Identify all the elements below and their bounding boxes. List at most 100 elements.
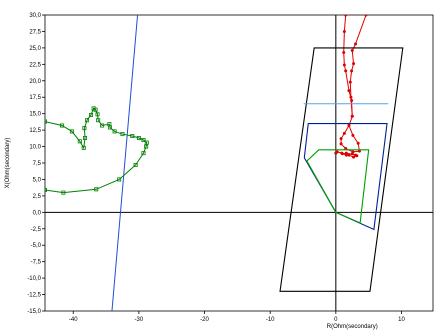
data-point — [348, 80, 352, 84]
x-tick-label: 10 — [398, 317, 405, 323]
series-line — [111, 15, 139, 311]
plot-frame — [44, 14, 434, 312]
y-tick-label: 7,5 — [33, 161, 42, 167]
data-point — [344, 15, 348, 17]
data-point — [82, 126, 87, 131]
data-point — [45, 187, 48, 192]
data-point — [342, 63, 346, 67]
y-tick-label: 10,0 — [29, 145, 41, 151]
x-tick-label: -20 — [200, 317, 209, 323]
y-tick-label: -15,0 — [27, 309, 41, 315]
data-point — [130, 134, 135, 139]
data-point — [133, 162, 138, 167]
data-point — [342, 131, 346, 135]
y-tick-label: 2,5 — [33, 194, 42, 200]
data-point — [60, 123, 65, 128]
series-4 — [334, 150, 359, 159]
x-tick-label: -30 — [135, 317, 144, 323]
data-point — [136, 136, 141, 141]
series-8 — [306, 149, 370, 224]
data-point — [107, 122, 112, 127]
x-axis-label: R(Ohm(secondary) — [327, 324, 378, 330]
data-point — [344, 147, 348, 151]
y-tick-label: -2,5 — [31, 227, 42, 233]
y-tick-label: 20,0 — [29, 79, 41, 85]
data-point — [120, 132, 125, 137]
data-point — [96, 118, 101, 123]
data-point — [344, 151, 348, 155]
y-tick-label: 15,0 — [29, 112, 41, 118]
data-point — [355, 154, 359, 158]
data-point — [91, 106, 96, 111]
y-tick-label: 22,5 — [29, 62, 41, 68]
y-tick-label: 27,5 — [29, 29, 41, 35]
x-tick-label: -10 — [266, 317, 275, 323]
data-point — [88, 112, 93, 117]
data-point — [357, 149, 361, 153]
series-0 — [111, 15, 139, 311]
data-point — [77, 139, 82, 144]
data-point — [350, 69, 354, 73]
y-tick-label: 12,5 — [29, 128, 41, 134]
data-point — [141, 137, 146, 142]
data-point — [83, 136, 88, 141]
data-point — [342, 50, 346, 54]
data-point — [69, 129, 74, 134]
data-point — [351, 133, 355, 137]
data-point — [144, 140, 149, 145]
y-tick-label: -12,5 — [27, 293, 41, 299]
data-point — [117, 177, 122, 182]
series-line — [303, 122, 388, 231]
y-tick-label: -10,0 — [27, 276, 41, 282]
data-point — [347, 124, 351, 128]
data-point — [344, 69, 348, 73]
data-point — [100, 123, 105, 128]
data-point — [350, 49, 354, 53]
y-tick-label: 17,5 — [29, 95, 41, 101]
data-point — [81, 145, 86, 150]
series-7 — [303, 122, 388, 231]
data-point — [94, 187, 99, 192]
y-tick-label: 30,0 — [29, 13, 41, 19]
data-point — [340, 152, 344, 156]
data-point — [45, 119, 48, 124]
series-line — [306, 149, 370, 224]
data-point — [141, 151, 146, 156]
data-point — [342, 29, 346, 33]
data-point — [350, 152, 354, 156]
data-point — [364, 15, 368, 17]
data-point — [352, 155, 356, 159]
y-tick-label: -5,0 — [31, 243, 42, 249]
data-point — [339, 142, 343, 146]
data-point — [112, 129, 117, 134]
series-line — [45, 107, 148, 194]
y-tick-label: 0,0 — [33, 210, 42, 216]
data-point — [349, 95, 353, 99]
series-5 — [279, 47, 404, 292]
tick-labels: 30,0 27,5 25,0 22,5 20,0 17,5 15,0 12,5 10,0 7,5 5… — [27, 13, 405, 323]
x-tick-label: 0 — [334, 317, 338, 323]
data-point — [61, 190, 66, 195]
y-tick-label: 5,0 — [33, 177, 42, 183]
data-point — [354, 42, 358, 46]
data-point — [95, 112, 100, 117]
x-tick-label: -40 — [69, 317, 78, 323]
data-point — [350, 114, 354, 118]
data-point — [356, 141, 360, 145]
data-point — [347, 89, 351, 93]
data-point — [144, 144, 149, 149]
data-point — [335, 150, 339, 154]
series-1 — [45, 106, 149, 195]
series-3 — [348, 15, 368, 118]
y-tick-label: 25,0 — [29, 46, 41, 52]
y-tick-label: -7,5 — [31, 260, 42, 266]
data-point — [347, 153, 351, 157]
data-point — [339, 137, 343, 141]
axes — [44, 14, 434, 312]
data-point — [85, 118, 90, 123]
series-line — [279, 47, 404, 292]
y-axis-label: X(Ohm(secondary) — [5, 138, 11, 189]
data-point — [352, 62, 356, 66]
series-layer — [45, 15, 404, 311]
